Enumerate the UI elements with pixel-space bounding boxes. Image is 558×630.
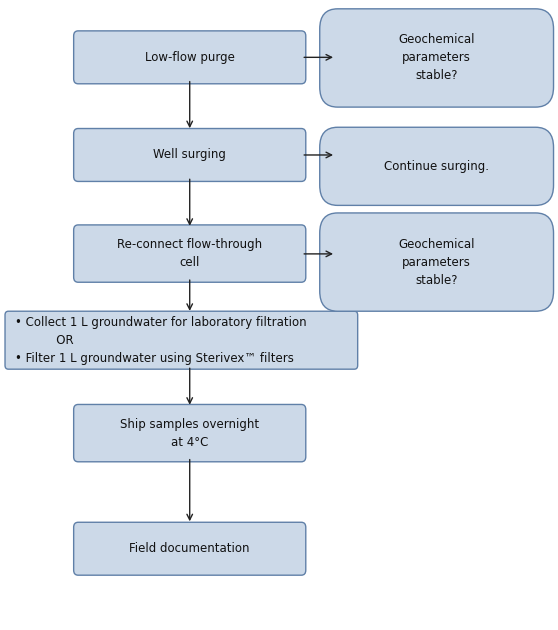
- FancyBboxPatch shape: [320, 127, 554, 205]
- FancyBboxPatch shape: [5, 311, 358, 369]
- Text: Well surging: Well surging: [153, 149, 226, 161]
- FancyBboxPatch shape: [320, 9, 554, 107]
- FancyBboxPatch shape: [74, 225, 306, 282]
- Text: Field documentation: Field documentation: [129, 542, 250, 555]
- FancyBboxPatch shape: [320, 213, 554, 311]
- Text: Ship samples overnight
at 4°C: Ship samples overnight at 4°C: [120, 418, 259, 449]
- Text: Low-flow purge: Low-flow purge: [145, 51, 235, 64]
- Text: Geochemical
parameters
stable?: Geochemical parameters stable?: [398, 33, 475, 83]
- FancyBboxPatch shape: [74, 31, 306, 84]
- Text: • Collect 1 L groundwater for laboratory filtration
           OR
• Filter 1 L g: • Collect 1 L groundwater for laboratory…: [15, 316, 307, 365]
- Text: Re-connect flow-through
cell: Re-connect flow-through cell: [117, 238, 262, 269]
- FancyBboxPatch shape: [74, 129, 306, 181]
- Text: Continue surging.: Continue surging.: [384, 160, 489, 173]
- FancyBboxPatch shape: [74, 522, 306, 575]
- Text: Geochemical
parameters
stable?: Geochemical parameters stable?: [398, 238, 475, 287]
- FancyBboxPatch shape: [74, 404, 306, 462]
